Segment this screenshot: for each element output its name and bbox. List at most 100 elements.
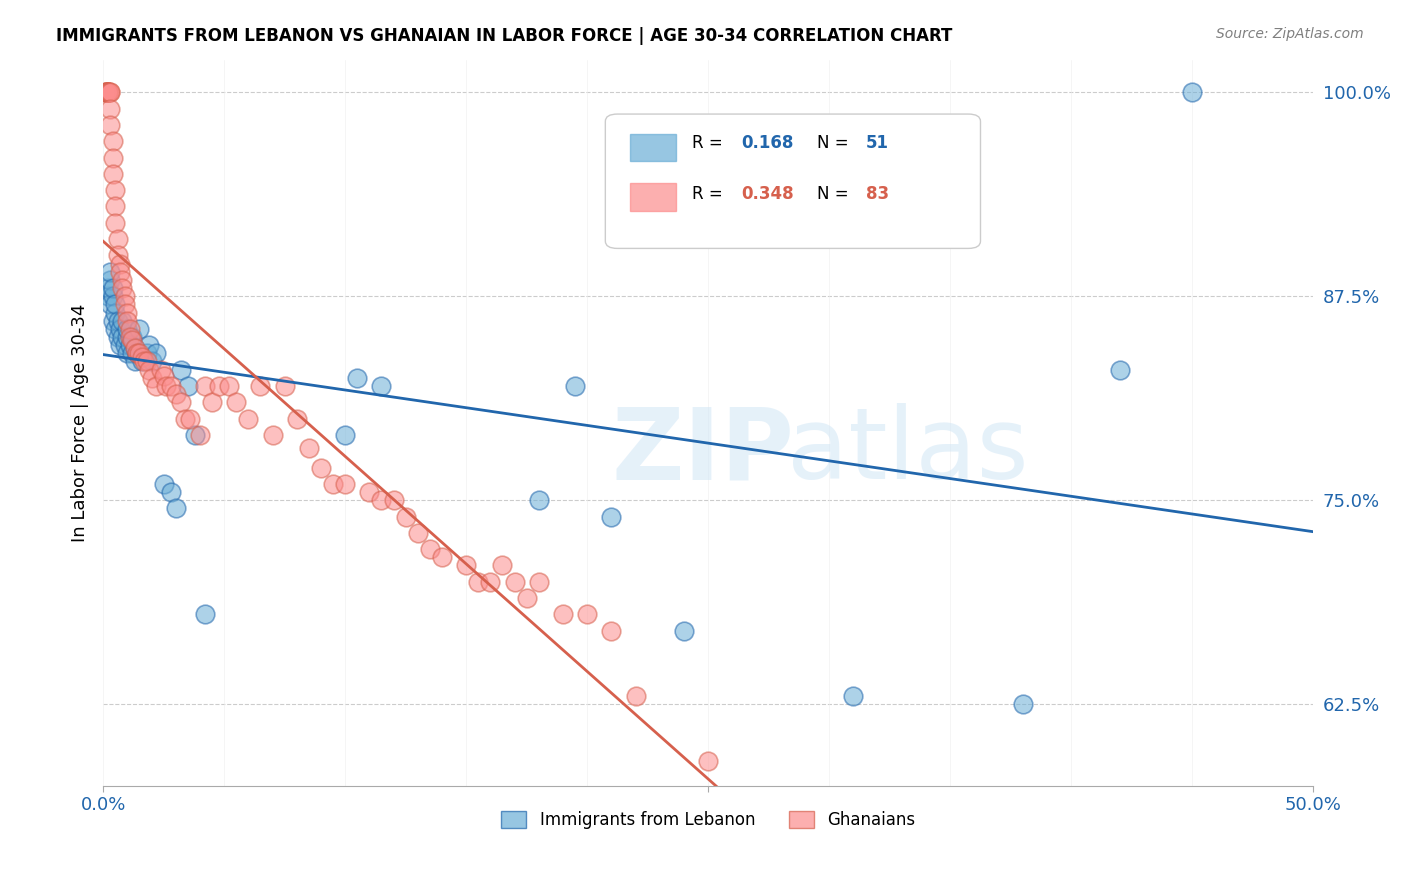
Text: Source: ZipAtlas.com: Source: ZipAtlas.com xyxy=(1216,27,1364,41)
Text: IMMIGRANTS FROM LEBANON VS GHANAIAN IN LABOR FORCE | AGE 30-34 CORRELATION CHART: IMMIGRANTS FROM LEBANON VS GHANAIAN IN L… xyxy=(56,27,953,45)
Point xyxy=(101,314,124,328)
Point xyxy=(135,346,157,360)
Point xyxy=(194,607,217,622)
Point xyxy=(111,314,134,328)
Point xyxy=(118,322,141,336)
Point xyxy=(100,118,122,132)
Point xyxy=(370,493,392,508)
Point xyxy=(101,167,124,181)
Point xyxy=(107,330,129,344)
Point xyxy=(551,607,574,622)
Text: 0.348: 0.348 xyxy=(741,185,793,203)
Text: R =: R = xyxy=(693,134,728,153)
Point xyxy=(576,607,599,622)
Point xyxy=(101,134,124,148)
Point xyxy=(125,346,148,360)
Point xyxy=(218,379,240,393)
Point xyxy=(131,350,153,364)
Point xyxy=(479,574,502,589)
Point xyxy=(285,411,308,425)
Text: 0.168: 0.168 xyxy=(741,134,793,153)
Point xyxy=(111,273,134,287)
Point xyxy=(97,85,120,99)
Point xyxy=(600,624,623,638)
Point xyxy=(101,281,124,295)
Point xyxy=(503,574,526,589)
Point xyxy=(249,379,271,393)
Point xyxy=(108,265,131,279)
Point xyxy=(104,305,127,319)
Point xyxy=(262,428,284,442)
Point xyxy=(564,379,586,393)
Point xyxy=(322,476,344,491)
Point xyxy=(188,428,211,442)
Point xyxy=(169,395,191,409)
Point xyxy=(165,387,187,401)
Point xyxy=(346,371,368,385)
Point xyxy=(145,379,167,393)
Point xyxy=(672,624,695,638)
Point xyxy=(160,379,183,393)
Point xyxy=(165,501,187,516)
Point xyxy=(150,362,173,376)
Point xyxy=(419,542,441,557)
Point xyxy=(527,493,550,508)
Point xyxy=(114,338,136,352)
Point xyxy=(100,85,122,99)
Point xyxy=(104,216,127,230)
Point xyxy=(108,338,131,352)
Point xyxy=(382,493,405,508)
Point xyxy=(516,591,538,606)
Point xyxy=(128,322,150,336)
Point xyxy=(94,85,117,99)
Point xyxy=(121,346,143,360)
Y-axis label: In Labor Force | Age 30-34: In Labor Force | Age 30-34 xyxy=(72,303,89,541)
Point xyxy=(794,803,817,817)
Point xyxy=(1181,85,1204,99)
Point xyxy=(273,379,295,393)
Point xyxy=(100,102,122,116)
Point xyxy=(179,411,201,425)
Point xyxy=(238,411,260,425)
Point xyxy=(430,550,453,565)
Point xyxy=(333,476,356,491)
Point xyxy=(201,395,224,409)
Point xyxy=(124,354,146,368)
Legend: Immigrants from Lebanon, Ghanaians: Immigrants from Lebanon, Ghanaians xyxy=(495,804,922,836)
Point xyxy=(117,314,139,328)
Point xyxy=(842,689,865,703)
Point xyxy=(225,395,247,409)
Point xyxy=(125,346,148,360)
Point xyxy=(108,256,131,270)
Point xyxy=(491,558,513,573)
Point xyxy=(107,248,129,262)
Point xyxy=(117,330,139,344)
Point xyxy=(104,297,127,311)
Point xyxy=(152,476,174,491)
Point xyxy=(118,330,141,344)
Point xyxy=(117,322,139,336)
Point xyxy=(527,574,550,589)
Point xyxy=(124,342,146,356)
Point xyxy=(138,338,160,352)
Bar xyxy=(630,183,675,211)
Text: 83: 83 xyxy=(866,185,889,203)
Point xyxy=(169,362,191,376)
Point xyxy=(1108,362,1130,376)
Point xyxy=(117,346,139,360)
Point xyxy=(114,289,136,303)
Point xyxy=(104,183,127,197)
Text: atlas: atlas xyxy=(787,403,1028,500)
Point xyxy=(370,379,392,393)
Point xyxy=(104,199,127,213)
Point xyxy=(128,346,150,360)
Point xyxy=(97,85,120,99)
Point xyxy=(194,379,217,393)
Point xyxy=(97,85,120,99)
Point xyxy=(174,411,197,425)
Point xyxy=(131,354,153,368)
Point xyxy=(118,338,141,352)
Text: 51: 51 xyxy=(866,134,889,153)
Point xyxy=(406,525,429,540)
Point xyxy=(600,509,623,524)
